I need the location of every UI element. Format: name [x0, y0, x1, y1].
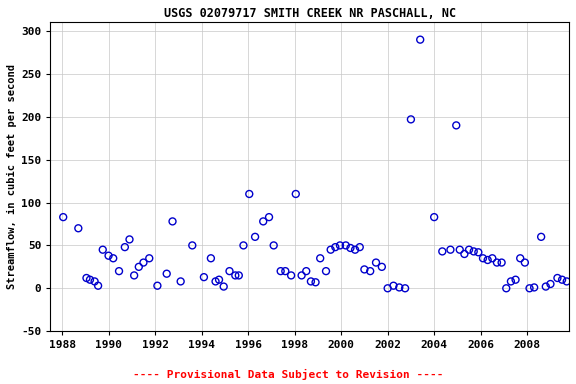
Point: [234, 272, 244, 278]
Point: [321, 268, 331, 274]
Point: [473, 249, 483, 255]
Point: [395, 284, 404, 290]
Text: ---- Provisional Data Subject to Revision ----: ---- Provisional Data Subject to Revisio…: [132, 369, 444, 380]
Point: [438, 248, 447, 255]
Point: [360, 266, 369, 273]
Point: [130, 272, 139, 278]
Point: [306, 278, 316, 285]
Point: [350, 247, 359, 253]
Point: [286, 272, 295, 278]
Point: [251, 234, 260, 240]
Point: [225, 268, 234, 274]
Point: [239, 242, 248, 248]
Point: [553, 275, 562, 281]
Point: [469, 248, 478, 255]
Point: [502, 285, 511, 291]
Point: [311, 279, 320, 285]
Point: [511, 276, 520, 283]
Point: [245, 191, 254, 197]
Title: USGS 02079717 SMITH CREEK NR PASCHALL, NC: USGS 02079717 SMITH CREEK NR PASCHALL, N…: [164, 7, 456, 20]
Point: [506, 278, 516, 285]
Point: [497, 260, 506, 266]
Point: [452, 122, 461, 129]
Y-axis label: Streamflow, in cubic feet per second: Streamflow, in cubic feet per second: [7, 65, 17, 289]
Point: [416, 36, 425, 43]
Point: [176, 278, 185, 285]
Point: [93, 283, 103, 289]
Point: [346, 245, 355, 251]
Point: [85, 276, 94, 283]
Point: [372, 260, 381, 266]
Point: [206, 255, 215, 262]
Point: [109, 255, 118, 262]
Point: [297, 272, 306, 278]
Point: [74, 225, 83, 231]
Point: [488, 255, 497, 262]
Point: [139, 260, 148, 266]
Point: [269, 242, 278, 248]
Point: [516, 255, 525, 262]
Point: [562, 278, 571, 285]
Point: [326, 247, 335, 253]
Point: [59, 214, 68, 220]
Point: [341, 242, 350, 248]
Point: [529, 284, 539, 290]
Point: [520, 260, 529, 266]
Point: [389, 283, 398, 289]
Point: [455, 247, 464, 253]
Point: [464, 247, 473, 253]
Point: [214, 276, 223, 283]
Point: [98, 247, 107, 253]
Point: [525, 285, 534, 291]
Point: [479, 255, 488, 262]
Point: [400, 285, 410, 291]
Point: [460, 251, 469, 257]
Point: [231, 272, 240, 278]
Point: [168, 218, 177, 225]
Point: [145, 255, 154, 262]
Point: [316, 255, 325, 262]
Point: [546, 281, 555, 287]
Point: [355, 244, 365, 250]
Point: [120, 244, 130, 250]
Point: [302, 268, 311, 274]
Point: [446, 247, 455, 253]
Point: [536, 234, 545, 240]
Point: [219, 283, 228, 290]
Point: [134, 264, 143, 270]
Point: [383, 285, 392, 291]
Point: [82, 275, 91, 281]
Point: [558, 276, 567, 283]
Point: [199, 274, 209, 280]
Point: [335, 242, 344, 248]
Point: [541, 283, 551, 290]
Point: [291, 191, 301, 197]
Point: [492, 260, 502, 266]
Point: [153, 283, 162, 289]
Point: [125, 236, 134, 242]
Point: [366, 268, 375, 274]
Point: [377, 264, 386, 270]
Point: [90, 278, 99, 285]
Point: [430, 214, 439, 220]
Point: [259, 218, 268, 225]
Point: [115, 268, 124, 274]
Point: [264, 214, 274, 220]
Point: [281, 268, 290, 274]
Point: [211, 278, 220, 285]
Point: [483, 257, 492, 263]
Point: [331, 244, 340, 250]
Point: [406, 116, 415, 122]
Point: [104, 253, 113, 259]
Point: [162, 271, 171, 277]
Point: [188, 242, 197, 248]
Point: [276, 268, 285, 274]
